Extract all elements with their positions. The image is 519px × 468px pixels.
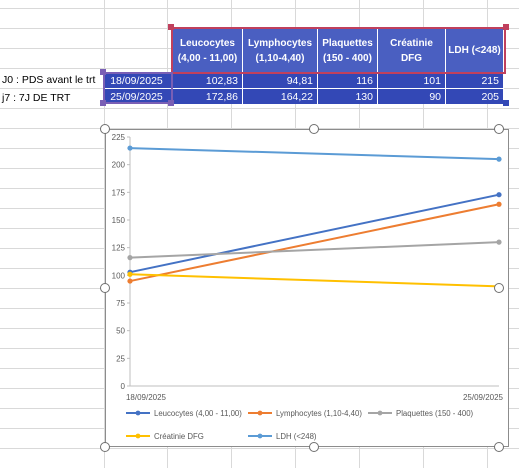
legend-label[interactable]: Leucocytes (4,00 - 11,00): [154, 409, 242, 418]
value-cell[interactable]: 130: [318, 88, 378, 104]
value-cell[interactable]: 205: [446, 88, 504, 104]
header-line2: (4,00 - 11,00): [177, 52, 238, 64]
legend-label[interactable]: Lymphocytes (1,10-4,40): [276, 409, 362, 418]
row-label-j0[interactable]: J0 : PDS avant le trt: [2, 74, 96, 86]
resize-handle[interactable]: [100, 100, 106, 106]
legend-label[interactable]: LDH (<248): [276, 432, 317, 441]
date-cell[interactable]: 18/09/2025: [105, 72, 173, 88]
header-line1: Leucocytes: [179, 37, 235, 49]
header-line2: (150 - 400): [323, 52, 372, 64]
table-header-1[interactable]: Lymphocytes (1,10-4,40): [243, 29, 318, 72]
x-tick-label: 18/09/2025: [126, 393, 167, 402]
value-cell[interactable]: 215: [446, 72, 504, 88]
legend-marker: [257, 410, 263, 416]
resize-handle[interactable]: [503, 24, 509, 30]
chart-resize-handle-bl[interactable]: [100, 442, 110, 452]
series-line-2[interactable]: [129, 241, 500, 259]
table-header-0[interactable]: Leucocytes (4,00 - 11,00): [173, 29, 243, 72]
x-tick-label: 25/09/2025: [463, 393, 504, 402]
legend-marker: [135, 433, 141, 439]
value-cell[interactable]: 102,83: [173, 72, 243, 88]
table-header-4[interactable]: LDH (<248): [446, 29, 504, 72]
column-divider: [104, 0, 105, 468]
resize-handle[interactable]: [168, 24, 174, 30]
data-point[interactable]: [127, 255, 133, 261]
y-tick-label: 75: [116, 299, 125, 308]
header-line1: Lymphocytes: [247, 37, 313, 49]
value-cell[interactable]: 172,86: [173, 88, 243, 104]
line-chart[interactable]: 0 25 50 75 100 125 150 175 200 225 18/09/2025 25/09…: [105, 129, 509, 447]
column-a: [0, 0, 104, 468]
y-tick-label: 50: [116, 327, 125, 336]
legend-marker: [135, 410, 141, 416]
series-line-1[interactable]: [129, 203, 500, 283]
y-tick-label: 225: [112, 133, 126, 142]
series-line-3[interactable]: [129, 273, 500, 288]
table-header-3[interactable]: Créatinie DFG: [378, 29, 446, 72]
y-tick-label: 200: [112, 161, 126, 170]
header-line1: LDH (<248): [448, 45, 501, 56]
value-cell[interactable]: 164,22: [243, 88, 318, 104]
resize-handle[interactable]: [100, 69, 106, 75]
value-cell[interactable]: 101: [378, 72, 446, 88]
row-label-j7[interactable]: j7 : 7J DE TRT: [2, 92, 71, 104]
value-cell[interactable]: 116: [318, 72, 378, 88]
chart-resize-handle-bc[interactable]: [309, 442, 319, 452]
chart-resize-handle-ml[interactable]: [100, 283, 110, 293]
data-point[interactable]: [496, 239, 502, 245]
header-line1: Plaquettes: [322, 37, 373, 49]
value-cell[interactable]: 94,81: [243, 72, 318, 88]
y-tick-label: 100: [112, 271, 126, 280]
y-tick-label: 175: [112, 188, 126, 197]
data-point[interactable]: [127, 271, 133, 277]
table-header-2[interactable]: Plaquettes (150 - 400): [318, 29, 378, 72]
value-cell[interactable]: 90: [378, 88, 446, 104]
y-tick-label: 150: [112, 216, 126, 225]
chart-resize-handle-tc[interactable]: [309, 124, 319, 134]
header-line2: DFG: [400, 52, 423, 64]
header-line1: Créatinie: [390, 37, 433, 49]
legend-marker: [257, 433, 263, 439]
chart-resize-handle-tl[interactable]: [100, 124, 110, 134]
legend-label[interactable]: Plaquettes (150 - 400): [396, 409, 474, 418]
series-line-0[interactable]: [129, 193, 500, 274]
y-tick-label: 125: [112, 244, 126, 253]
y-tick-label: 0: [121, 382, 126, 391]
legend-marker: [377, 410, 383, 416]
header-line2: (1,10-4,40): [255, 52, 305, 64]
chart-resize-handle-br[interactable]: [494, 442, 504, 452]
series-line-4[interactable]: [129, 147, 500, 161]
chart-plot: 0 25 50 75 100 125 150 175 200 225 18/09/2025 25/09…: [112, 133, 504, 441]
y-tick-label: 25: [116, 354, 125, 363]
legend-label[interactable]: Créatinie DFG: [154, 432, 204, 441]
date-cell[interactable]: 25/09/2025: [105, 88, 173, 104]
resize-handle[interactable]: [503, 100, 509, 106]
data-point[interactable]: [127, 145, 133, 151]
data-point[interactable]: [496, 201, 502, 207]
chart-resize-handle-mr[interactable]: [494, 283, 504, 293]
data-point[interactable]: [127, 278, 133, 284]
data-point[interactable]: [496, 156, 502, 162]
data-point[interactable]: [496, 192, 502, 198]
chart-resize-handle-tr[interactable]: [494, 124, 504, 134]
resize-handle[interactable]: [168, 100, 174, 106]
